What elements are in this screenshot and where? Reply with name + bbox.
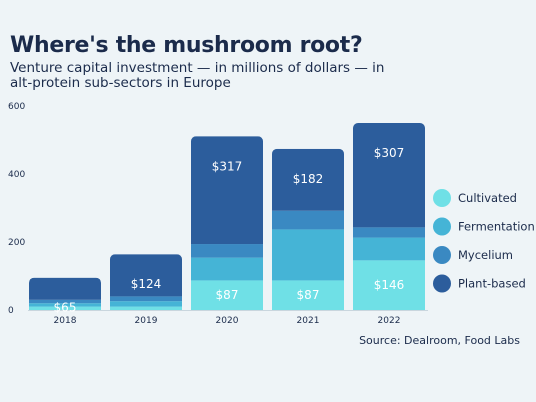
bar-segment-cultivated-2022 [353,260,425,310]
bar-segment-fermentation-2022 [353,237,425,261]
bar-segment-cultivated-2018 [29,306,101,310]
bar-group-2022 [353,123,425,310]
y-tick-label: 0 [8,306,14,316]
bar-segment-plant-based-2022 [353,123,425,228]
legend-label: Plant-based [458,277,526,291]
data-label: $124 [131,277,162,291]
bar-group-2019 [110,254,182,310]
bar-segment-plant-based-2018 [29,277,101,300]
bar-group-2020 [191,136,263,310]
source-note: Source: Dealroom, Food Labs [359,334,520,347]
bar-segment-mycelium-2021 [272,210,344,230]
y-tick-label: 200 [8,238,25,248]
data-label: $65 [54,301,77,315]
chart-subtitle: Venture capital investment — in millions… [10,60,385,91]
bar-segment-fermentation-2019 [110,301,182,307]
legend-swatch-mycelium [433,246,451,264]
bar-segment-mycelium-2022 [353,227,425,238]
chart-title: Where's the mushroom root? [10,33,363,58]
bar-segment-fermentation-2021 [272,229,344,281]
bar-group-2021 [272,148,344,310]
x-tick-label: 2022 [378,316,401,326]
bar-segment-mycelium-2019 [110,296,182,302]
x-tick-label: 2021 [297,316,320,326]
bar-segment-mycelium-2020 [191,244,263,258]
data-label: $87 [216,288,239,302]
x-tick-label: 2020 [216,316,239,326]
bar-segment-cultivated-2020 [191,280,263,310]
y-tick-label: 400 [8,170,25,180]
bar-segment-cultivated-2019 [110,306,182,310]
legend-swatch-cultivated [433,189,451,207]
legend-swatch-fermentation [433,217,451,236]
data-label: $146 [374,278,405,292]
legend-label: Cultivated [458,191,517,205]
y-tick-label: 600 [8,102,25,112]
bar-segment-cultivated-2021 [272,280,344,310]
bar-segment-plant-based-2019 [110,254,182,297]
legend-label: Mycelium [458,248,513,262]
bar-segment-plant-based-2020 [191,136,263,245]
bar-segment-mycelium-2018 [29,299,101,304]
x-tick-label: 2018 [54,316,77,326]
data-label: $87 [297,288,320,302]
bar-segment-fermentation-2018 [29,303,101,307]
x-tick-label: 2019 [135,316,158,326]
data-label: $317 [212,159,243,173]
bar-segment-fermentation-2020 [191,257,263,281]
data-label: $307 [374,146,405,160]
legend-label: Fermentation [458,220,535,234]
bar-segment-plant-based-2021 [272,148,344,211]
bar-group-2018 [29,277,101,310]
legend-swatch-plant-based [433,274,451,293]
data-label: $182 [293,172,324,186]
